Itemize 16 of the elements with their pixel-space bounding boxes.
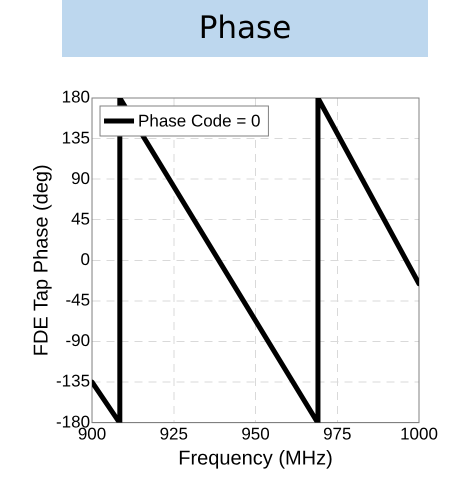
legend-label: Phase Code = 0 bbox=[138, 112, 260, 131]
x-tick-label: 975 bbox=[323, 424, 352, 444]
y-tick-label: -135 bbox=[56, 372, 90, 391]
y-tick-label: -90 bbox=[65, 331, 90, 350]
y-tick-label: 135 bbox=[62, 128, 90, 148]
y-axis-title: FDE Tap Phase (deg) bbox=[30, 164, 53, 356]
x-tick-label: 1000 bbox=[400, 424, 438, 444]
y-tick-label: 180 bbox=[62, 88, 90, 107]
y-tick-label: 45 bbox=[71, 209, 90, 228]
x-tick-label: 950 bbox=[241, 424, 270, 444]
x-tick-label: 925 bbox=[160, 424, 188, 444]
y-tick-label: -45 bbox=[65, 290, 90, 310]
x-axis-title: Frequency (MHz) bbox=[178, 448, 333, 470]
y-tick-label: 0 bbox=[80, 250, 90, 269]
chart-title: Phase bbox=[62, 0, 428, 57]
y-tick-label: 90 bbox=[71, 168, 90, 188]
